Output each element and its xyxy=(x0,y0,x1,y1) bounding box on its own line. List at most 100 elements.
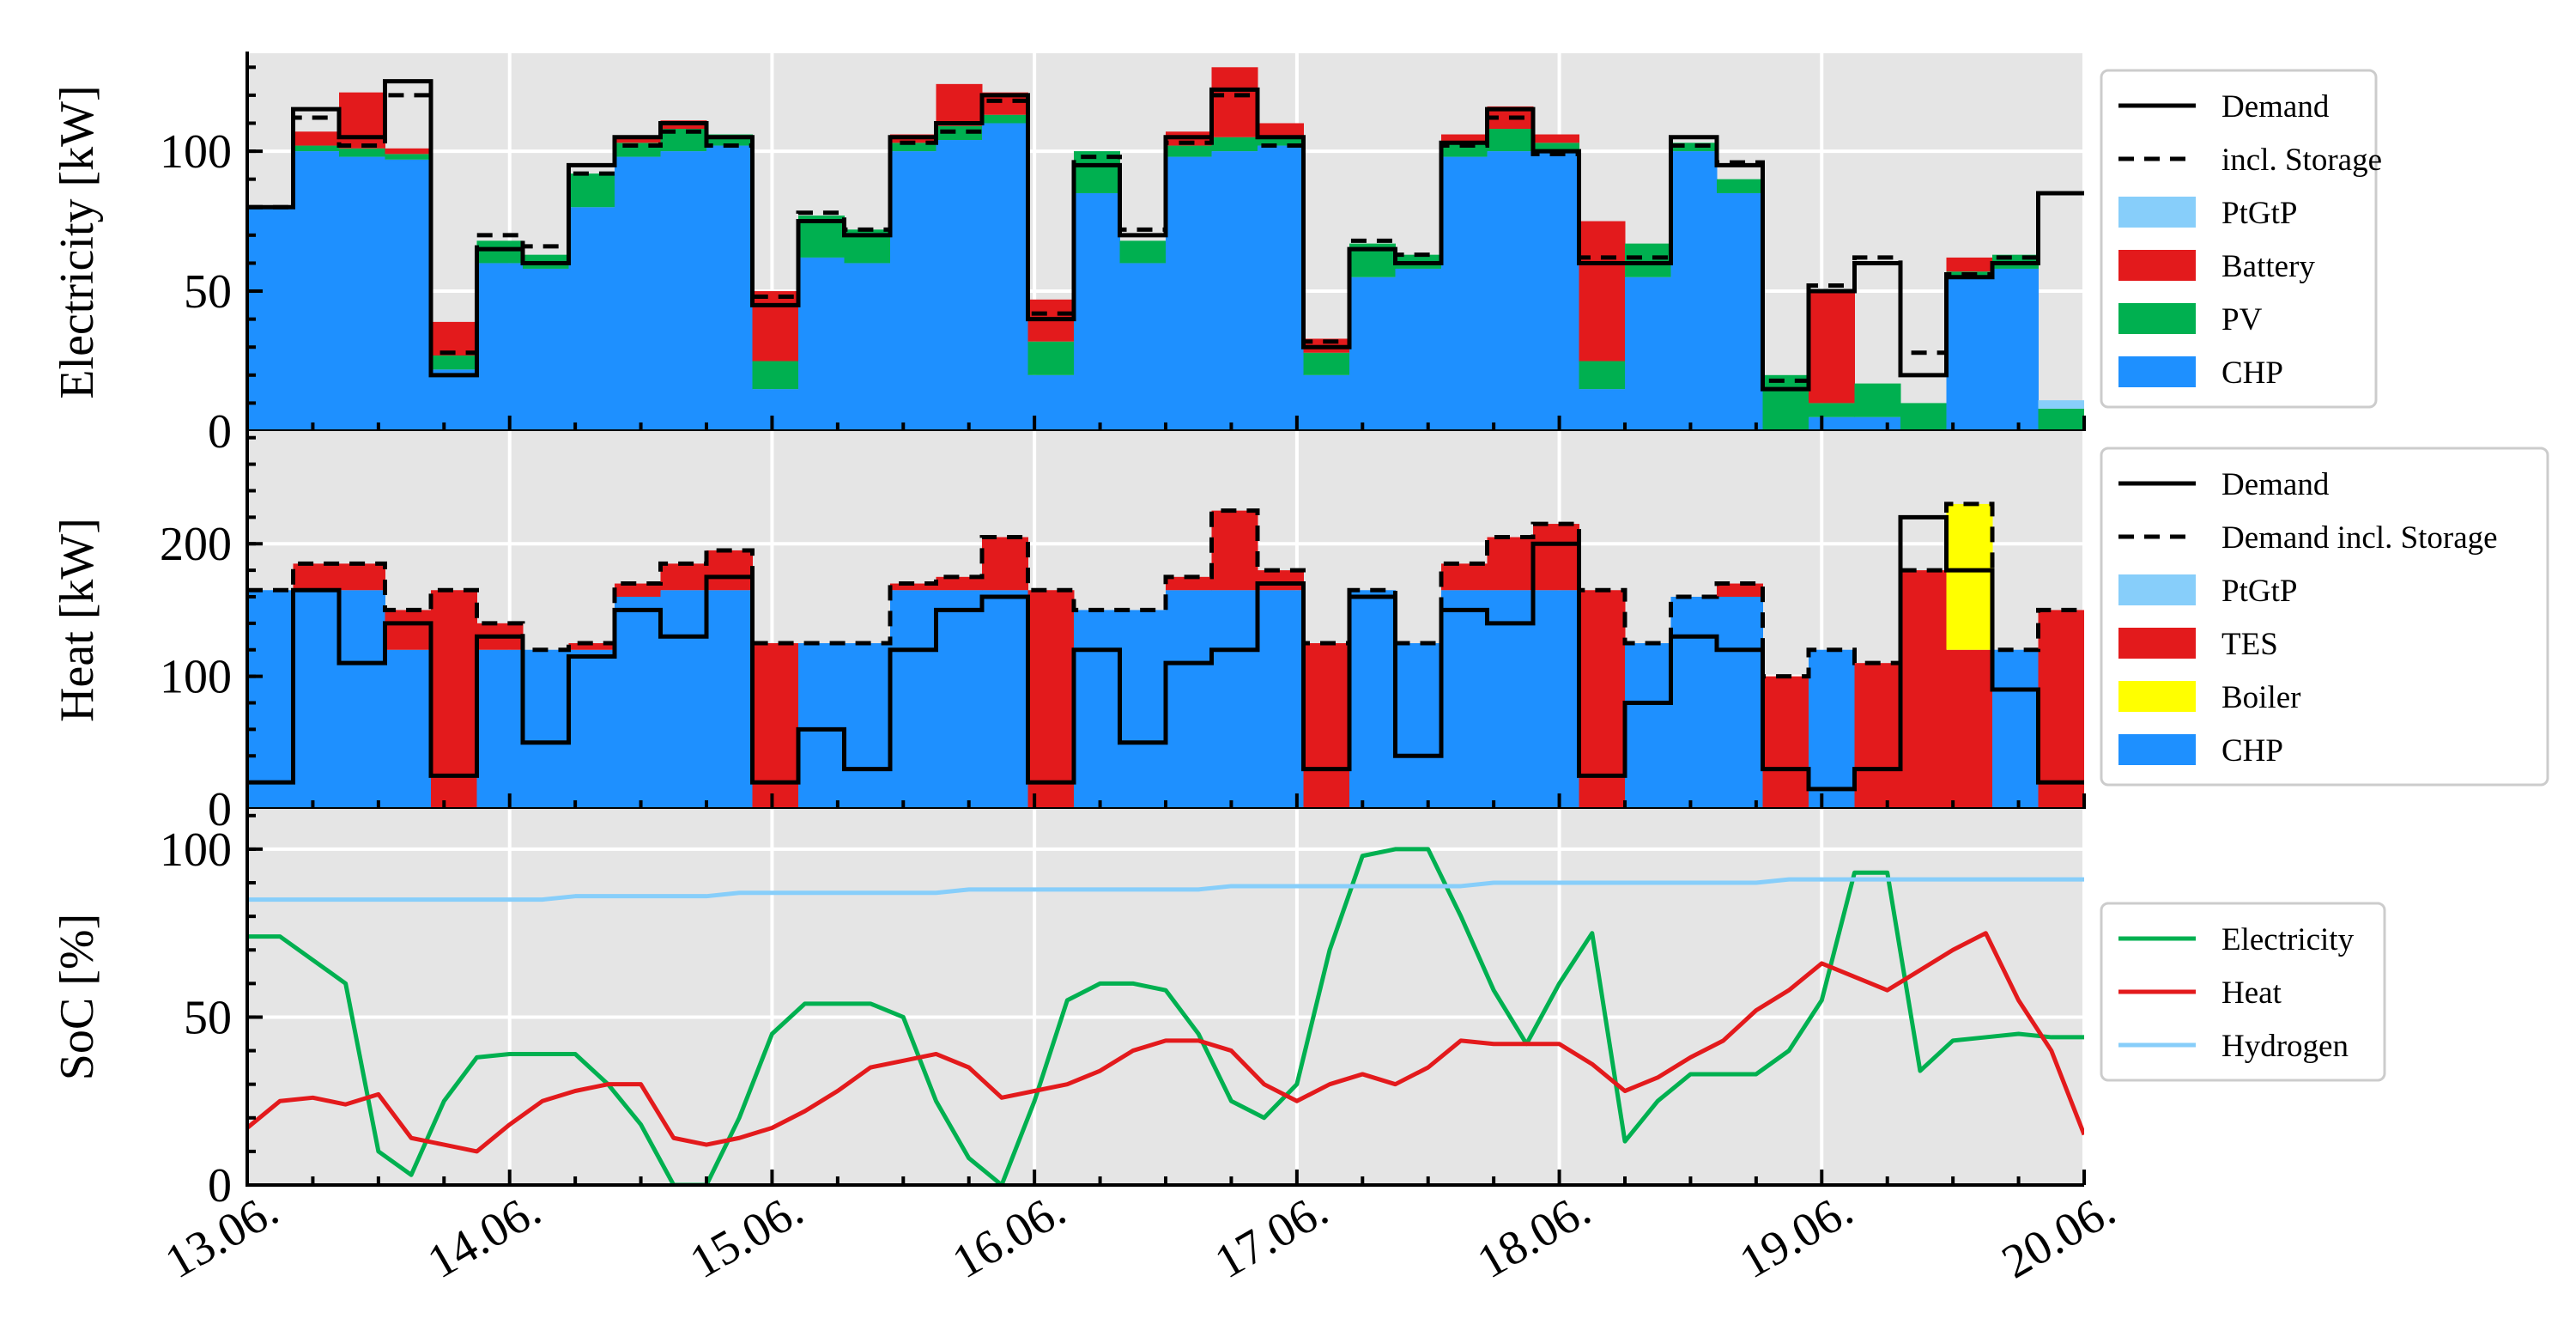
bar-chp xyxy=(890,590,936,809)
bar-chp xyxy=(1625,276,1671,431)
bar-chp xyxy=(293,590,340,809)
bar-pv xyxy=(1625,243,1671,277)
bar-chp xyxy=(1717,192,1763,431)
bar-battery xyxy=(431,321,477,356)
bar-tes xyxy=(1441,563,1488,591)
bar-battery xyxy=(293,131,340,146)
legend-swatch xyxy=(2118,303,2196,334)
bar-chp xyxy=(1487,590,1534,809)
bar-chp xyxy=(982,123,1028,431)
bar-chp xyxy=(339,156,385,431)
y-tick-label: 50 xyxy=(184,991,232,1044)
bar-pv xyxy=(1854,383,1901,417)
bar-chp xyxy=(936,140,983,431)
bar-chp xyxy=(1211,590,1258,809)
y-tick-label: 200 xyxy=(160,518,232,571)
bar-pv xyxy=(293,145,340,152)
bar-tes xyxy=(2038,610,2084,809)
bar-pv xyxy=(1900,403,1947,431)
bar-boiler xyxy=(1946,503,1993,650)
bar-chp xyxy=(523,268,569,431)
panel-soc: 0 50 100 SoC [%] Electricity Heat Hydrogen xyxy=(51,807,2386,1212)
y-tick-label: 100 xyxy=(160,125,232,179)
bar-tes xyxy=(1303,643,1350,809)
bar-tes xyxy=(706,550,753,591)
legend-label: Demand xyxy=(2221,89,2330,125)
x-tick-label: 17.06. xyxy=(1206,1183,1336,1290)
bar-chp xyxy=(1395,268,1442,431)
panel-electricity: 0 50 100 Electricity [kW] Demand incl. Storag… xyxy=(51,52,2382,459)
y-tick-label: 0 xyxy=(208,1159,232,1212)
bar-tes xyxy=(1166,576,1212,591)
bar-chp xyxy=(1717,596,1763,809)
bar-pv xyxy=(890,143,936,152)
bar-pv xyxy=(1258,137,1304,146)
legend-label: Hydrogen xyxy=(2221,1029,2349,1064)
bar-pv xyxy=(385,154,432,160)
bar-battery xyxy=(1809,291,1855,404)
line-demand xyxy=(247,79,2084,392)
plot-content xyxy=(247,847,2084,1185)
bar-pv xyxy=(1027,341,1075,375)
bar-chp xyxy=(660,590,707,809)
bar-chp xyxy=(1992,649,2039,809)
x-tick-label: 20.06. xyxy=(1993,1183,2124,1290)
legend-box xyxy=(2100,902,2386,1082)
bar-chp xyxy=(1211,151,1258,431)
bar-tes xyxy=(568,643,615,650)
x-tick-label: 18.06. xyxy=(1469,1183,1599,1290)
y-tick-label: 100 xyxy=(160,823,232,877)
bar-tes xyxy=(615,583,661,597)
bar-pv xyxy=(752,361,799,390)
y-axis-label: Electricity [kW] xyxy=(51,85,104,398)
bar-chp xyxy=(1854,416,1901,431)
bar-battery xyxy=(339,92,385,149)
bar-chp xyxy=(1258,145,1304,431)
bar-tes xyxy=(293,563,340,591)
bar-tes xyxy=(1900,570,1947,809)
bar-tes xyxy=(936,576,983,591)
legend-swatch xyxy=(2118,734,2196,765)
legend-label: CHP xyxy=(2221,733,2283,769)
line-electricity xyxy=(247,847,2084,1185)
bar-chp xyxy=(293,151,340,431)
legend-swatch xyxy=(2118,197,2196,228)
bar-pv xyxy=(1717,179,1763,193)
bar-chp xyxy=(1533,590,1579,809)
bar-pv xyxy=(476,240,524,264)
bar-tes xyxy=(982,537,1028,591)
bar-tes xyxy=(890,583,936,591)
bar-chp xyxy=(1809,649,1855,809)
bar-chp xyxy=(615,596,661,809)
plot-content xyxy=(247,67,2084,431)
legend-label: Electricity xyxy=(2221,922,2355,957)
bar-chp xyxy=(936,590,983,809)
bar-chp xyxy=(844,643,891,809)
bar-pv xyxy=(1303,352,1350,375)
bar-tes xyxy=(431,590,477,809)
bar-pv xyxy=(1441,143,1488,157)
bar-chp xyxy=(339,590,385,809)
bar-chp xyxy=(1119,610,1167,809)
bar-chp xyxy=(1303,374,1350,431)
bar-tes xyxy=(339,563,385,591)
legend-label: CHP xyxy=(2221,356,2283,391)
legend-swatch xyxy=(2118,250,2196,281)
bar-pv xyxy=(1166,145,1212,157)
bar-tes xyxy=(1027,590,1075,809)
y-tick-label: 0 xyxy=(208,783,232,836)
bar-chp xyxy=(1166,156,1212,431)
bar-chp xyxy=(568,207,615,431)
legend-swatch xyxy=(2118,628,2196,659)
legend-label: Boiler xyxy=(2221,680,2300,715)
bar-chp xyxy=(706,145,753,431)
legend-label: Demand xyxy=(2221,467,2330,502)
legend-label: Heat xyxy=(2221,975,2282,1011)
bar-pv xyxy=(1211,137,1258,152)
legend-label: Demand incl. Storage xyxy=(2221,520,2498,556)
bar-pv xyxy=(1487,129,1534,152)
bar-chp xyxy=(476,263,524,431)
legend-swatch xyxy=(2118,681,2196,712)
bar-tes xyxy=(1762,676,1809,809)
y-tick-label: 50 xyxy=(184,265,232,319)
